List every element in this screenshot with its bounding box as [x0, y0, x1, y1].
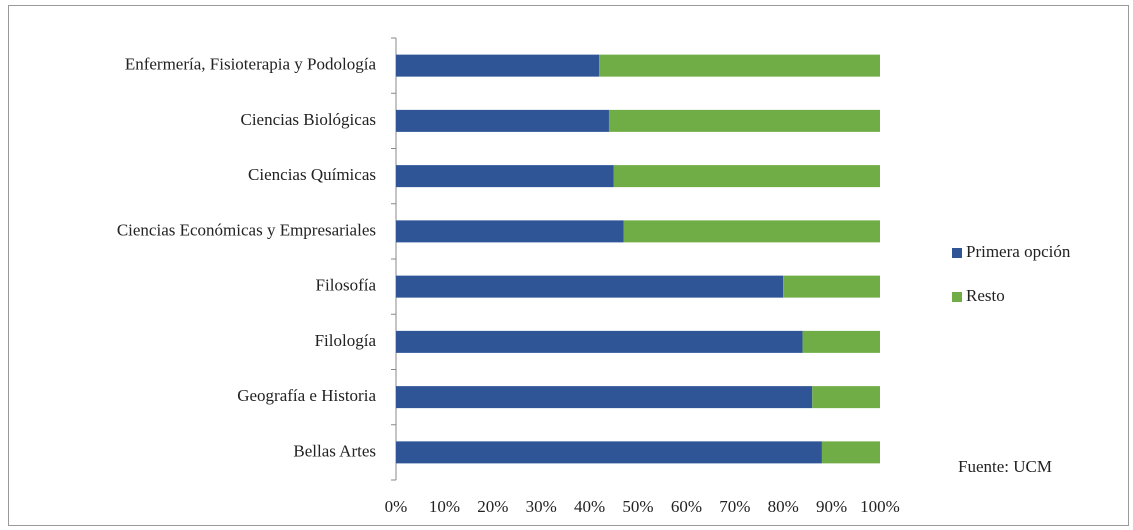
x-tick-label: 60% — [671, 497, 702, 516]
x-tick-label: 70% — [719, 497, 750, 516]
y-tick-label: Filología — [315, 331, 377, 350]
y-tick-label: Geografía e Historia — [237, 386, 376, 405]
chart-frame — [8, 5, 1129, 526]
bar-segment — [396, 109, 609, 132]
x-tick-label: 100% — [860, 497, 900, 516]
x-tick-label: 40% — [574, 497, 605, 516]
x-tick-label: 90% — [816, 497, 847, 516]
bar-segment — [396, 54, 600, 77]
y-tick-label: Ciencias Biológicas — [240, 110, 376, 129]
legend-label: Primera opción — [966, 242, 1071, 261]
x-tick-label: 0% — [385, 497, 408, 516]
bar-segment — [821, 441, 880, 464]
bar-segment — [396, 386, 813, 409]
legend-label: Resto — [966, 286, 1005, 305]
bar-segment — [396, 220, 624, 243]
legend-swatch — [952, 248, 962, 258]
bar-segment — [396, 330, 803, 353]
x-tick-label: 20% — [477, 497, 508, 516]
bar-segment — [396, 275, 784, 298]
y-tick-label: Filosofía — [316, 276, 377, 295]
legend-swatch — [952, 292, 962, 302]
y-tick-label: Ciencias Económicas y Empresariales — [117, 220, 376, 239]
x-tick-label: 10% — [429, 497, 460, 516]
bar-segment — [396, 165, 614, 188]
x-tick-label: 50% — [622, 497, 653, 516]
bar-segment — [812, 386, 880, 409]
x-tick-label: 80% — [768, 497, 799, 516]
bar-segment — [608, 109, 880, 132]
bar-segment — [599, 54, 880, 77]
annotation: Fuente: UCM — [958, 457, 1052, 476]
bar-segment — [623, 220, 880, 243]
x-tick-label: 30% — [526, 497, 557, 516]
y-tick-label: Ciencias Químicas — [248, 165, 376, 184]
bar-segment — [802, 330, 880, 353]
y-tick-label: Enfermería, Fisioterapia y Podología — [125, 55, 377, 74]
bar-segment — [613, 165, 880, 188]
bar-segment — [396, 441, 822, 464]
bar-segment — [783, 275, 880, 298]
y-tick-label: Bellas Artes — [293, 441, 376, 460]
